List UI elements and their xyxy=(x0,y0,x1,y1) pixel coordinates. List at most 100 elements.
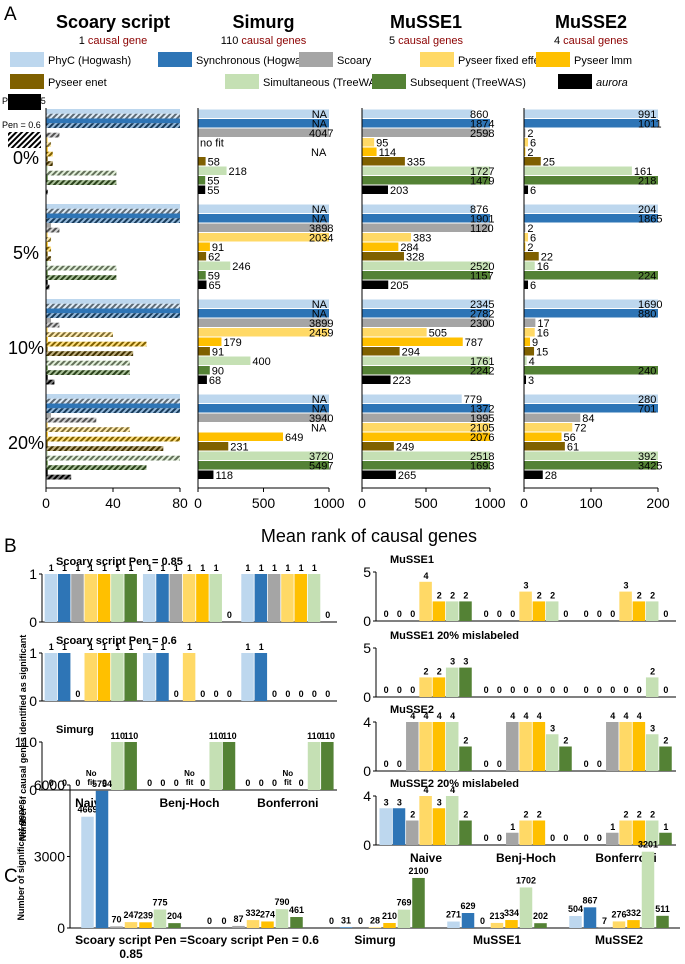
bar-subseq xyxy=(659,746,672,771)
bar-sync xyxy=(362,119,490,128)
bar-hatch-overlay xyxy=(46,417,97,423)
bar-subseq xyxy=(124,653,137,701)
bar-pimm xyxy=(196,574,209,622)
bar-value-label: 775 xyxy=(152,898,167,908)
category-label: Scoary script Pen = 0.6 xyxy=(187,933,319,947)
bar-pfixed xyxy=(198,328,329,337)
bar-value-label: No xyxy=(184,769,195,778)
bar-value-label: 0 xyxy=(174,689,179,699)
bar-pfixed xyxy=(519,722,532,771)
bar-value-label: 0 xyxy=(299,778,304,788)
axis-tick-label: 100 xyxy=(579,495,603,511)
bar-value-label: fit xyxy=(87,778,95,787)
bar-subseq xyxy=(656,915,669,928)
bar-value-label: 1 xyxy=(89,642,94,652)
bar-simul xyxy=(111,742,124,790)
bar-value-label: 2 xyxy=(437,666,442,676)
bar-value-label: 4 xyxy=(537,711,542,721)
bar-scoary xyxy=(267,574,281,622)
bar-value-label: 110 xyxy=(222,731,237,741)
bar-value-label: 1 xyxy=(245,563,250,573)
bar-value-label: 265 xyxy=(398,470,416,482)
bar-value-label: 56 xyxy=(564,432,576,444)
bar-phyc xyxy=(198,299,329,308)
bar-scoary-script-pen085 xyxy=(46,337,48,342)
bar-value-label: 1 xyxy=(285,563,290,573)
bar-hatch-overlay xyxy=(46,170,117,176)
bar-pimm xyxy=(362,337,463,346)
axis-tick-label: 1000 xyxy=(474,495,505,511)
bar-hatch-overlay xyxy=(46,360,130,366)
bar-scoary-script-pen085 xyxy=(46,242,48,247)
bar-sync xyxy=(198,119,329,128)
bar-scoary-script-pen085 xyxy=(46,204,180,209)
bar-value-label: 0 xyxy=(637,685,642,695)
bar-value-label: 0 xyxy=(259,778,264,788)
bar-pfixed xyxy=(182,574,196,622)
bar-value-label: 0 xyxy=(384,609,389,619)
bar-value-label: 1 xyxy=(115,563,120,573)
bar-value-label: 2459 xyxy=(309,328,333,340)
bar-value-label: 0 xyxy=(563,833,568,843)
bar-penet xyxy=(198,442,229,451)
bar-value-label: 2 xyxy=(527,147,533,159)
bar-subseq xyxy=(290,917,303,928)
bar-pfixed xyxy=(362,423,490,432)
panel-b-subplot-title: Scoary script Pen = 0.85 xyxy=(56,556,183,568)
bar-value-label: 383 xyxy=(413,233,431,245)
bar-value-label: 1 xyxy=(62,563,67,573)
axis-tick-label: 110 xyxy=(15,734,38,750)
bar-value-label: 2 xyxy=(537,810,542,820)
bar-value-label: NA xyxy=(312,404,328,416)
panel-a: A Scoary script 1 causal gene Simurg 110 cau… xyxy=(2,4,670,546)
bar-phyc xyxy=(241,574,254,622)
category-label: Benj-Hoch xyxy=(160,796,220,810)
bar-value-label: 2 xyxy=(637,590,642,600)
bar-value-label: 110 xyxy=(209,731,224,741)
bar-phyc xyxy=(362,204,475,213)
bar-value-label: 9 xyxy=(532,337,538,349)
bar-hatch-overlay xyxy=(46,256,52,261)
bar-phyc xyxy=(524,109,658,118)
bar-pimm xyxy=(432,677,446,697)
bar-value-label: 1 xyxy=(160,563,165,573)
bar-value-label: 3201 xyxy=(638,840,658,850)
bar-value-label: 0 xyxy=(227,610,232,620)
bar-sync xyxy=(57,653,71,701)
bar-scoary-script-pen085 xyxy=(46,432,48,437)
bar-value-label: 2 xyxy=(463,736,468,746)
bar-pimm xyxy=(362,242,399,251)
bar-pfixed xyxy=(619,722,632,771)
bar-pimm xyxy=(97,574,111,622)
bar-pimm xyxy=(632,601,646,621)
bar-simul xyxy=(524,261,535,270)
bar-value-label: 0 xyxy=(563,609,568,619)
bar-hatch-overlay xyxy=(46,161,53,166)
bar-value-label: 3899 xyxy=(309,318,333,330)
bar-value-label: 0 xyxy=(597,759,602,769)
bar-value-label: 0 xyxy=(147,778,152,788)
bar-subseq xyxy=(362,461,490,470)
axis-tick-label: 0 xyxy=(57,920,65,936)
bar-value-label: 0 xyxy=(200,778,205,788)
panel-b-y-title: Number of causal genes identified as sig… xyxy=(18,635,28,842)
bar-phyc xyxy=(81,816,94,928)
axis-tick-label: 0 xyxy=(358,495,366,511)
axis-tick-label: 5 xyxy=(363,564,371,580)
bar-value-label: 4669 xyxy=(77,805,97,815)
bar-pimm xyxy=(632,722,646,771)
bar-subseq xyxy=(362,176,490,185)
bar-pfixed xyxy=(368,927,382,928)
bar-scoary-script-pen085 xyxy=(46,365,48,371)
legend-item: aurora xyxy=(558,74,628,89)
bar-value-label: 0 xyxy=(584,685,589,695)
axis-tick-label: 0 xyxy=(363,837,371,853)
legend-label: Scoary xyxy=(337,55,372,67)
panel-label-b: B xyxy=(4,536,17,557)
bar-value-label: 280 xyxy=(638,394,656,406)
bar-scoary-script-pen085 xyxy=(46,318,52,323)
bar-value-label: 2300 xyxy=(470,318,494,330)
bar-value-label: 1 xyxy=(214,563,219,573)
bar-pimm xyxy=(532,601,546,621)
